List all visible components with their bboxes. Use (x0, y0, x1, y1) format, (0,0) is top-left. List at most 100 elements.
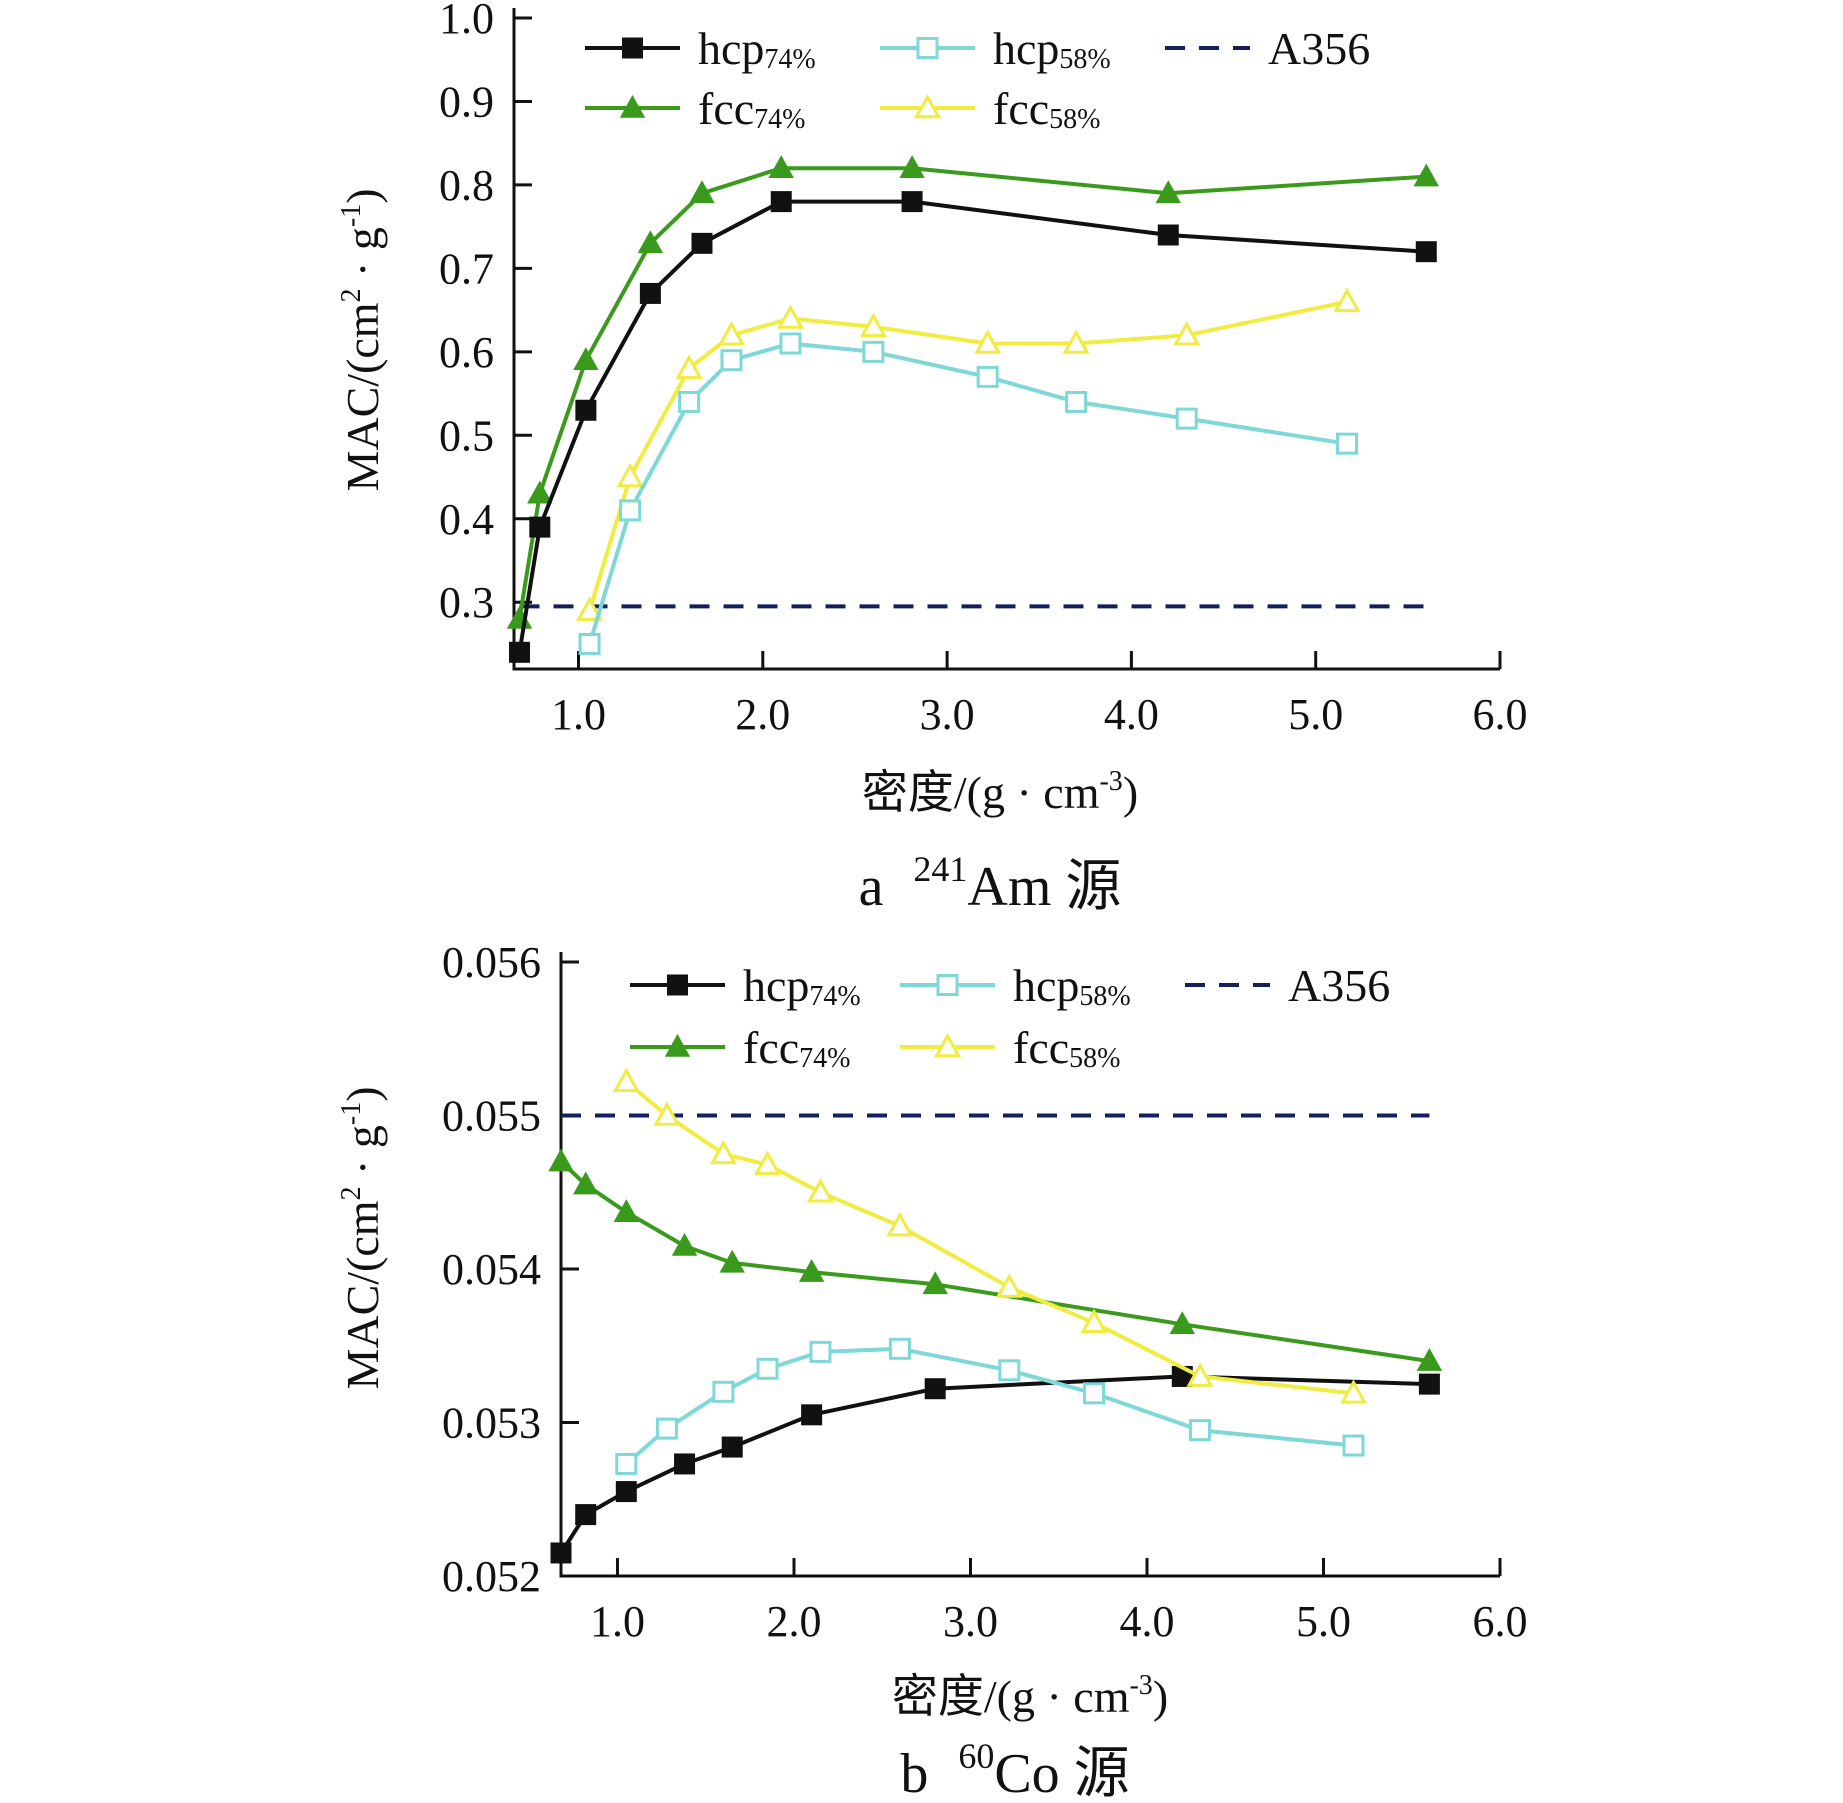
panel-b-legend-hcp-58pct-label: hcp58% (1013, 960, 1131, 1012)
panel-a-series-hcp-74pct-point (639, 282, 661, 304)
panel-a-series-hcp-58pct-point (976, 365, 999, 388)
panel-b-series-hcp-58pct-point (712, 1380, 735, 1403)
panel-a-y-tick-label: 0.6 (439, 328, 494, 377)
panel-b-x-tick-label: 1.0 (590, 1597, 645, 1646)
panel-a-series-hcp-74pct-point (1415, 241, 1437, 263)
panel-b-y-tick-label: 0.053 (442, 1399, 541, 1448)
panel-a-series-hcp-58pct-point (619, 499, 642, 522)
panel-a-y-axis-title: MAC/(cm2 · g-1) (336, 188, 388, 491)
panel-b-series-hcp-58pct-point (655, 1417, 678, 1440)
panel-a-y-tick-label: 0.8 (439, 161, 494, 210)
panel-b-series-fcc-74pct-point (671, 1232, 698, 1256)
panel-a-series-hcp-58pct-point (1065, 390, 1088, 413)
panel-b-legend-hcp-74pct-label: hcp74% (743, 960, 861, 1012)
panel-a-series-hcp-58pct-point (1175, 407, 1198, 430)
panel-a-caption: a 241Am 源 (859, 849, 1122, 918)
panel-a-series-fcc-58pct-point (859, 312, 887, 338)
panel-b-series-fcc-74pct-point (922, 1271, 948, 1295)
panel-a-series-fcc-74pct-point (1413, 163, 1439, 187)
panel-a-y-tick-label: 0.7 (439, 244, 494, 293)
panel-b-series-fcc-74pct-point (1416, 1348, 1443, 1371)
panel-a-legend-hcp-58pct-label: hcp58% (993, 23, 1111, 75)
panel-b-series-fcc-58pct-point (1339, 1379, 1368, 1404)
panel-a-legend: hcp74% hcp58% A356 fcc74% fcc58% (585, 23, 1370, 135)
panel-a-legend-fcc-58pct-marker (913, 93, 942, 119)
panel-b-series-fcc-58pct-point (806, 1178, 835, 1203)
panel-b-x-tick-label: 5.0 (1296, 1597, 1351, 1646)
panel-a-series-hcp-58pct-line (587, 341, 1348, 645)
panel-a-series-hcp-74pct-point (691, 232, 713, 254)
panel-b-legend: hcp74% hcp58% A356 fcc74% fcc58% (630, 960, 1390, 1074)
panel-a-x-tick-label: 4.0 (1104, 690, 1159, 739)
panel-a-x-tick-label: 2.0 (735, 690, 790, 739)
panel-b-series-hcp-74pct-point (1418, 1373, 1440, 1395)
panel-b-series-hcp-74pct-point (615, 1481, 637, 1503)
panel-a-series-fcc-74pct-point (768, 155, 794, 179)
panel-b-series-fcc-74pct-point (573, 1171, 599, 1195)
panel-b-caption: b 60Co 源 (900, 1736, 1129, 1803)
panel-b-series-hcp-58pct-point (998, 1359, 1021, 1382)
panel-b-series-hcp-74pct-point (674, 1453, 696, 1475)
panel-b-series-fcc-74pct-point (798, 1259, 825, 1282)
panel-a-y-tick-label: 0.9 (439, 77, 494, 126)
panel-a-series-fcc-58pct-point (1062, 329, 1090, 354)
panel-b-y-tick-label: 0.054 (442, 1245, 541, 1294)
panel-b-y-tick-label: 0.055 (442, 1092, 541, 1141)
panel-b-series-fcc-58pct-point (753, 1150, 782, 1175)
panel-a-series-fcc-58pct-point (776, 304, 804, 329)
panel-b-x-axis-title: 密度/(g · cm-3) (892, 1670, 1168, 1722)
panel-a-series-hcp-74pct-point (529, 516, 551, 538)
panel-b-series-fcc-58pct-point (1186, 1362, 1214, 1387)
panel-b-series-fcc-58pct-line (625, 1080, 1354, 1396)
panel-b-series-hcp-74pct-point (550, 1542, 572, 1564)
panel-a-series-fcc-74pct-point (637, 230, 664, 254)
panel-b-legend-hcp-58pct-marker (936, 974, 959, 996)
panel-a-series-hcp-58pct-point (678, 390, 701, 413)
panel-a-series-fcc-58pct-line (587, 299, 1348, 612)
panel-a-y-tick-label: 0.5 (439, 411, 494, 460)
panel-a-series-fcc-58pct-point (1333, 287, 1361, 313)
panel-b-x-tick-label: 3.0 (943, 1597, 998, 1646)
panel-b-series-fcc-58pct-point (995, 1273, 1023, 1298)
panel-a-axes (512, 8, 1500, 671)
panel-a-legend-a356-label: A356 (1268, 23, 1370, 74)
panel-b-series-fcc-58pct-point (612, 1067, 640, 1093)
panel-a-series-fcc-58pct-point (1173, 321, 1201, 346)
panel-a-series-hcp-74pct-point (770, 191, 792, 213)
panel-b-y-tick-label: 0.052 (442, 1552, 541, 1601)
panel-a-series-fcc-58pct-point (675, 354, 703, 379)
panel-a-series-hcp-74pct-point (1157, 224, 1179, 246)
panel-b-legend-fcc-58pct-marker (933, 1032, 962, 1058)
panel-a-legend-hcp-58pct-marker (916, 37, 939, 59)
panel-b-series-hcp-58pct-point (1083, 1382, 1106, 1405)
panel-a-x-tick-label: 6.0 (1473, 690, 1528, 739)
panel-b-legend-fcc-74pct-marker (664, 1033, 691, 1057)
panel-a-legend-fcc-74pct-marker (619, 94, 646, 118)
panel-a-series-fcc-58pct-point (717, 321, 746, 346)
panel-b-series-fcc-58pct-point (886, 1211, 914, 1237)
panel-a-x-tick-label: 1.0 (551, 690, 606, 739)
panel-a-series-fcc-58pct-point (974, 329, 1002, 354)
panel-a-series-hcp-58pct-point (862, 340, 885, 363)
panel-b-legend-fcc-58pct-label: fcc58% (1013, 1022, 1120, 1074)
panel-b-legend-hcp-74pct-marker (667, 974, 688, 996)
panel-b-series-hcp-58pct-point (756, 1357, 779, 1380)
panel-a-series-fcc-58pct-point (616, 462, 644, 488)
panel-a-series-fcc-58pct-point (576, 596, 604, 621)
panel-a-series-fcc-74pct-point (527, 480, 553, 504)
panel-a-legend-hcp-74pct-marker (622, 37, 643, 59)
panel-b-series-hcp-58pct-point (1342, 1434, 1365, 1457)
panel-a-legend-fcc-58pct-label: fcc58% (993, 83, 1100, 135)
panel-a-series-fcc-74pct-point (899, 155, 925, 179)
panel-b-x-tick-label: 2.0 (766, 1597, 821, 1646)
panel-b-series-fcc-58pct-point (653, 1101, 681, 1126)
panel-a: 0.3 0.4 0.5 0.6 0.7 0.8 0.9 1.0 1.0 2.0 3.0 4.0 5.0 6… (336, 0, 1528, 918)
panel-a-y-tick-label: 0.4 (439, 495, 494, 544)
panel-b-series-fcc-74pct-point (1169, 1311, 1195, 1335)
panel-a-series-hcp-58pct-point (720, 349, 743, 372)
panel-b-y-tick-label: 0.056 (442, 938, 541, 987)
panel-a-series-fcc-74pct-point (573, 347, 599, 370)
panel-b-x-tick-label: 6.0 (1473, 1597, 1528, 1646)
panel-b: 0.052 0.053 0.054 0.055 0.056 1.0 2.0 3.0 4.0 5.0… (336, 938, 1528, 1803)
panel-a-series-fcc-74pct-point (1155, 180, 1181, 204)
